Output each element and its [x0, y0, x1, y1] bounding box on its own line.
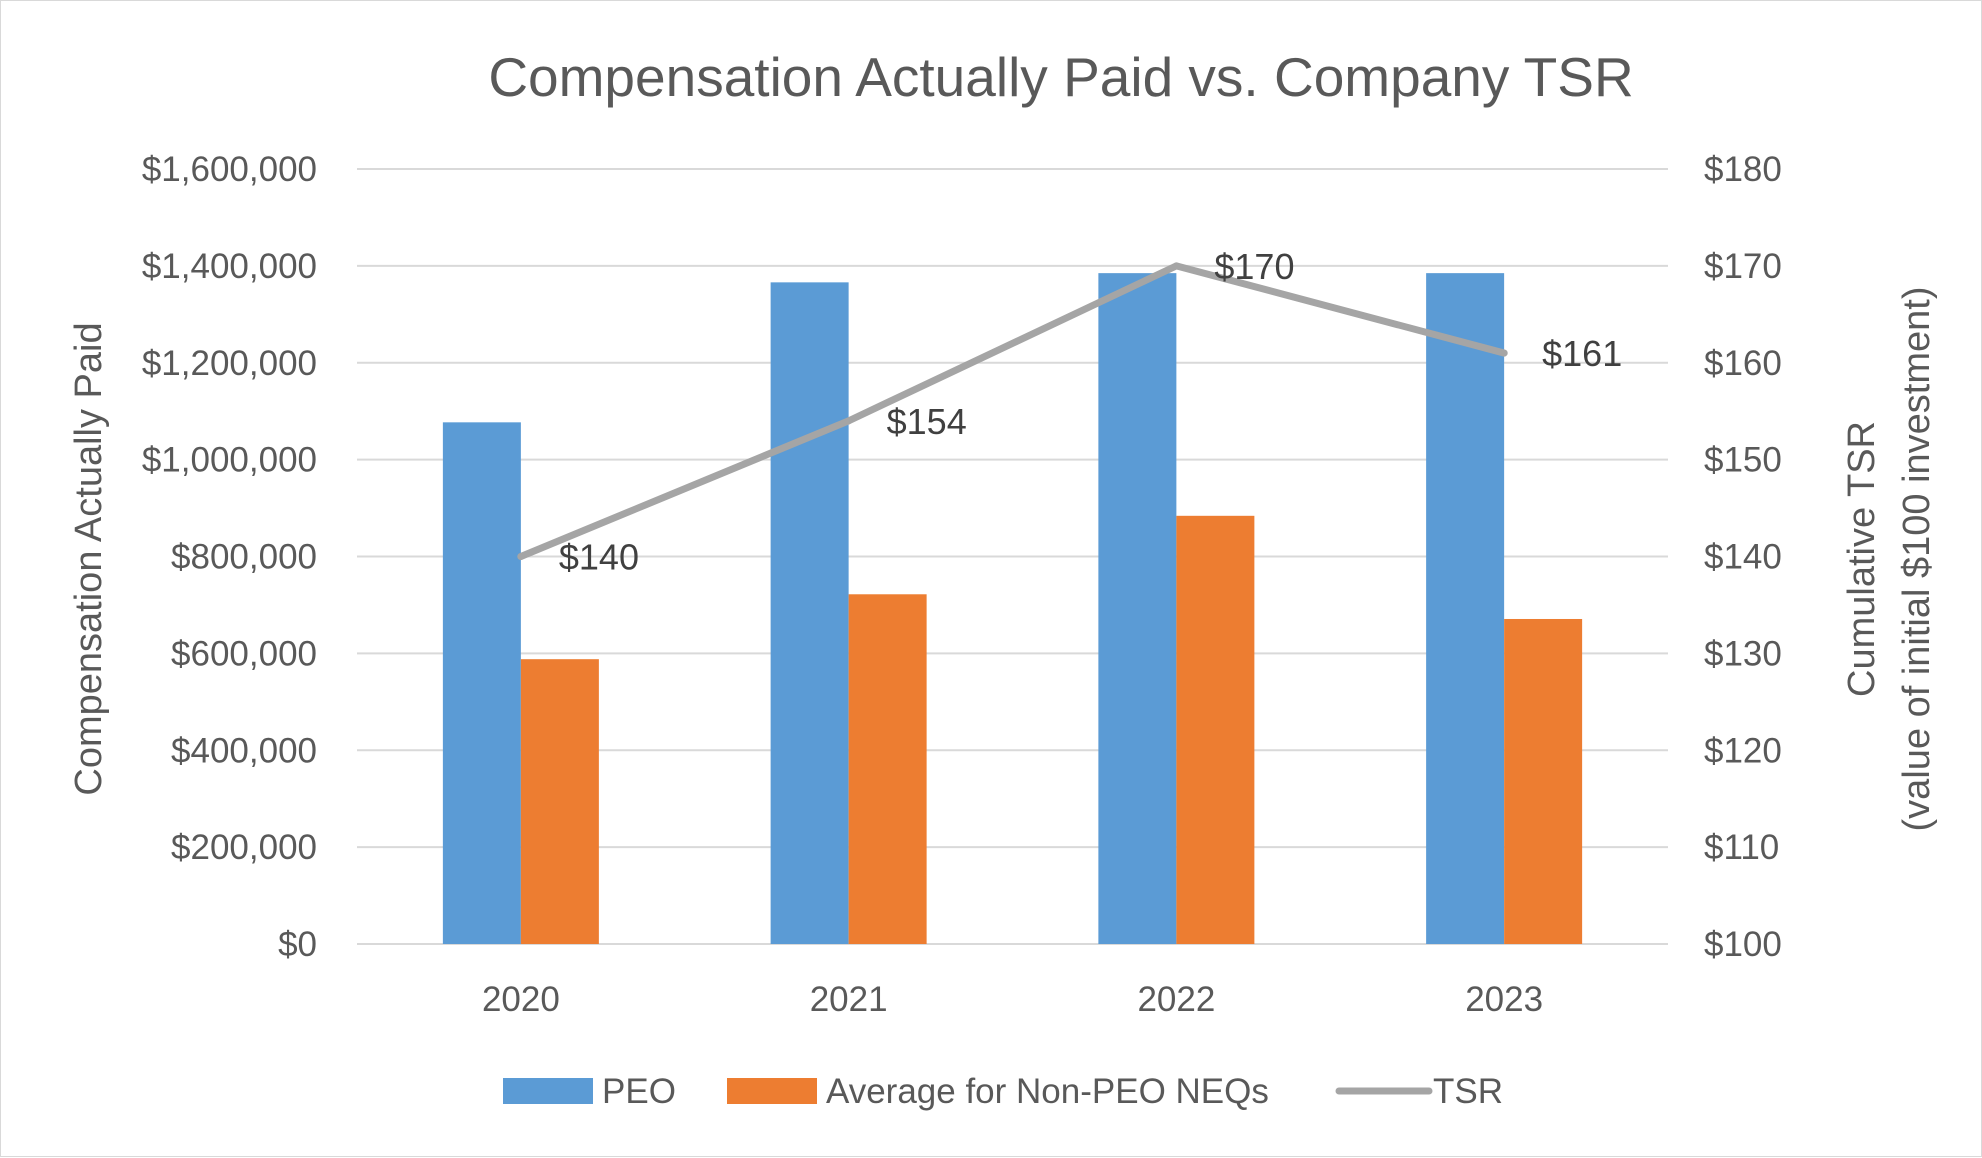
bar-non-peo-neqs-2023 [1504, 618, 1583, 944]
right-axis-title-line-1: Cumulative TSR [1841, 421, 1883, 697]
tsr-data-label: $154 [887, 401, 967, 442]
left-axis-title: Compensation Actually Paid [68, 322, 110, 795]
right-tick-label: $140 [1704, 538, 1782, 577]
bar-non-peo-neqs-2021 [848, 594, 927, 944]
right-axis-ticks: $100 $110 $120 $130 $140 $150 $160 $170 $180 [1704, 150, 1782, 964]
legend: PEO Average for Non-PEO NEQs TSR [503, 1072, 1503, 1111]
right-tick-label: $160 [1704, 344, 1782, 383]
right-axis-title-line-2: (value of initial $100 investment) [1896, 287, 1938, 832]
x-tick-label: 2023 [1465, 980, 1543, 1019]
right-tick-label: $180 [1704, 150, 1782, 189]
left-tick-label: $400,000 [171, 731, 317, 770]
x-tick-label: 2021 [810, 980, 888, 1019]
bar-peo-2020 [442, 422, 521, 944]
left-tick-label: $0 [278, 925, 317, 964]
right-tick-label: $130 [1704, 634, 1782, 673]
tsr-data-label: $170 [1214, 246, 1294, 287]
legend-label: Average for Non-PEO NEQs [826, 1072, 1269, 1111]
tsr-point [1500, 349, 1508, 357]
right-tick-label: $170 [1704, 247, 1782, 286]
tsr-data-label: $161 [1542, 333, 1622, 374]
x-tick-label: 2020 [482, 980, 560, 1019]
bar-peo-2023 [1426, 273, 1505, 944]
left-tick-label: $1,400,000 [142, 247, 317, 286]
bar-series [442, 273, 1583, 944]
legend-label: TSR [1433, 1072, 1503, 1111]
legend-swatch [727, 1078, 817, 1104]
left-tick-label: $1,000,000 [142, 441, 317, 480]
bar-peo-2021 [770, 282, 849, 944]
tsr-line [517, 262, 1508, 560]
bar-non-peo-neqs-2022 [1176, 515, 1255, 944]
tsr-point [845, 417, 853, 425]
tsr-series: $140 $154 $170 $161 [517, 246, 1622, 578]
left-tick-label: $800,000 [171, 538, 317, 577]
legend-swatch [503, 1078, 593, 1104]
left-tick-label: $1,600,000 [142, 150, 317, 189]
right-tick-label: $100 [1704, 925, 1782, 964]
right-tick-label: $110 [1704, 828, 1779, 867]
legend-label: PEO [602, 1072, 676, 1111]
tsr-point [517, 553, 525, 560]
right-tick-label: $150 [1704, 441, 1782, 480]
tsr-data-label: $140 [559, 537, 639, 578]
left-tick-label: $1,200,000 [142, 344, 317, 383]
bar-peo-2022 [1098, 273, 1177, 944]
x-axis-ticks: 2020 2021 2022 2023 [482, 980, 1543, 1019]
bar-non-peo-neqs-2020 [520, 659, 599, 944]
tsr-point [1172, 262, 1180, 270]
left-tick-label: $600,000 [171, 634, 317, 673]
chart-title: Compensation Actually Paid vs. Company T… [488, 46, 1633, 108]
right-tick-label: $120 [1704, 731, 1782, 770]
left-axis-ticks: $0 $200,000 $400,000 $600,000 $800,000 $1,000… [142, 150, 317, 964]
left-tick-label: $200,000 [171, 828, 317, 867]
x-tick-label: 2022 [1137, 980, 1215, 1019]
